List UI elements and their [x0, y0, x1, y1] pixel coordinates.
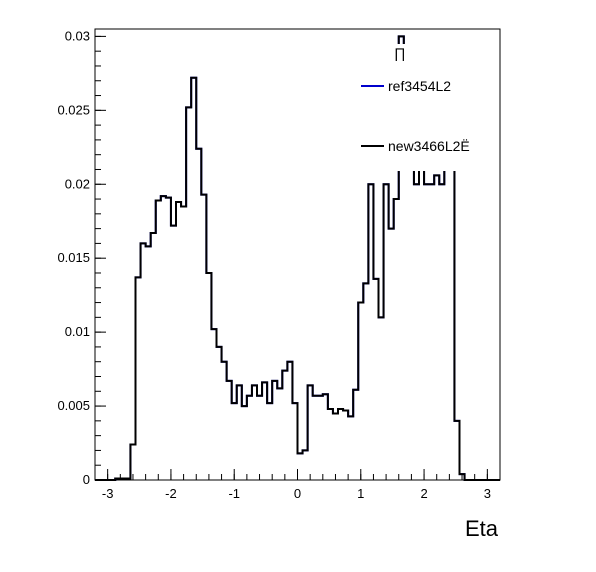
- y-tick-label: 0.005: [57, 398, 90, 413]
- legend-box: [358, 44, 488, 171]
- y-tick-label: 0.03: [65, 28, 90, 43]
- series-line: [95, 35, 500, 481]
- legend-label: new3466L2Ë: [388, 138, 470, 154]
- x-tick-label: 2: [420, 486, 427, 501]
- legend-label: ref3454L2: [388, 78, 451, 94]
- x-tick-label: 3: [484, 486, 491, 501]
- x-tick-label: 1: [357, 486, 364, 501]
- y-tick-label: 0.02: [65, 176, 90, 191]
- histogram-series: [95, 35, 500, 481]
- y-tick-label: 0: [83, 472, 90, 487]
- legend-header-glyph: ∏: [394, 45, 406, 61]
- y-tick-label: 0.025: [57, 102, 90, 117]
- x-axis-title: Eta: [465, 516, 499, 541]
- legend: ∏ ref3454L2 new3466L2Ë: [358, 44, 488, 171]
- y-axis-ticks: 0 0.005 0.01 0.015 0.02 0.025 0.03: [57, 28, 106, 487]
- x-axis-ticks: -3 -2 -1 0 1 2 3: [94, 469, 501, 501]
- x-tick-label: -3: [102, 486, 114, 501]
- y-tick-label: 0.01: [65, 324, 90, 339]
- y-tick-label: 0.015: [57, 250, 90, 265]
- x-tick-label: -2: [165, 486, 177, 501]
- x-tick-label: 0: [294, 486, 301, 501]
- x-tick-label: -1: [228, 486, 240, 501]
